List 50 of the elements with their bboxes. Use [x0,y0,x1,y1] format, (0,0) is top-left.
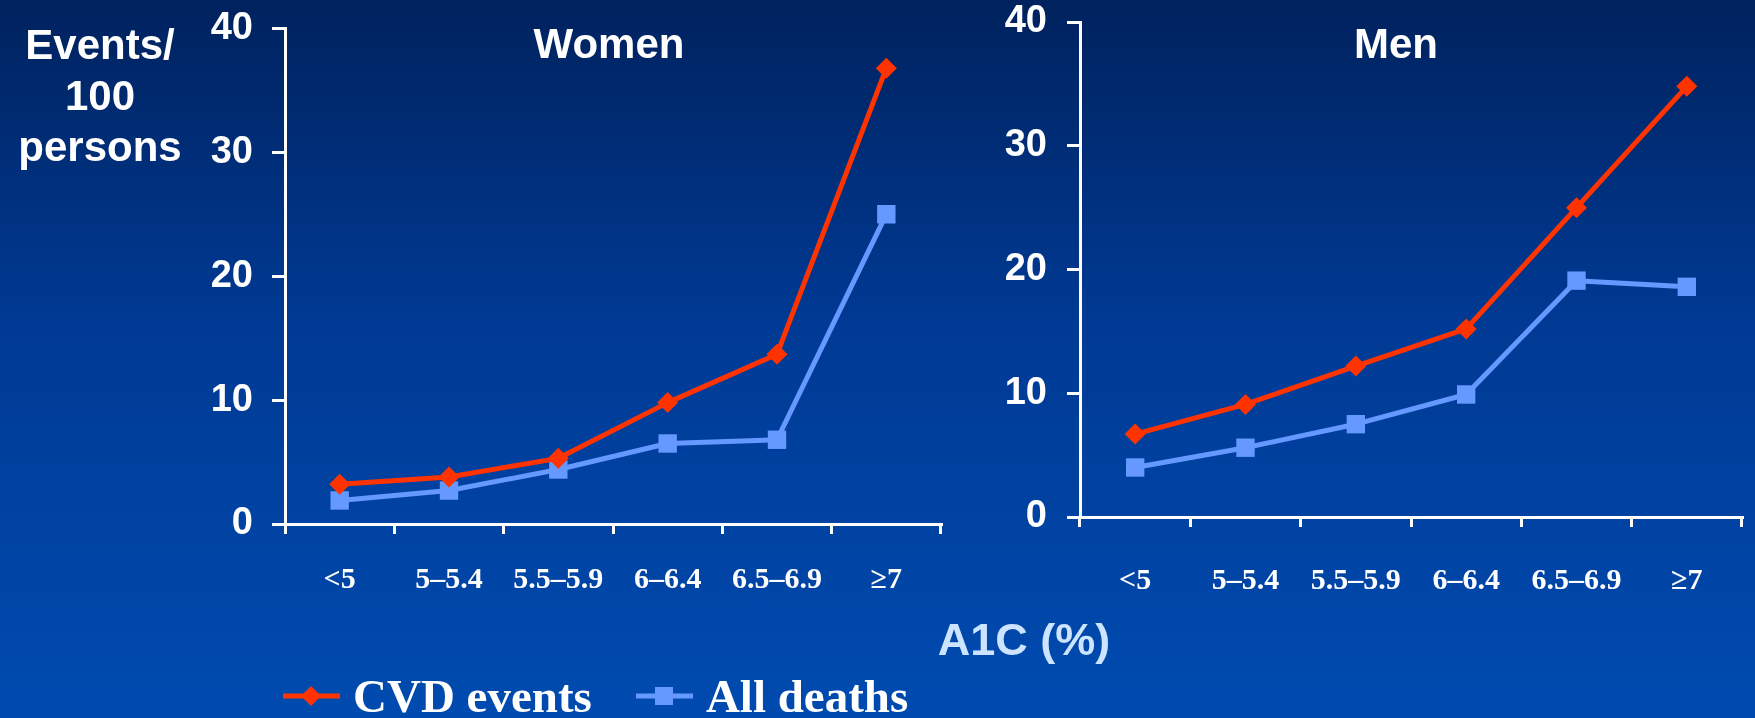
point [767,430,787,449]
legend-label: All deaths [705,670,909,718]
x-tick-label: 5.5–5.9 [513,560,604,594]
y-tick-label: 10 [210,376,253,419]
legend-label: CVD events [353,670,592,718]
x-tick-label: ≥7 [870,560,903,594]
point [1346,415,1366,434]
point [1676,75,1698,97]
x-tick-label: 5.5–5.9 [1310,561,1401,595]
point [658,434,677,453]
x-tick-label: <5 [323,560,356,594]
point [1124,423,1146,445]
point [438,466,460,488]
x-axis-title: A1C (%) [937,614,1111,666]
point [1677,277,1697,297]
point [1345,355,1367,377]
point [1456,385,1476,404]
chart-title: Women [533,20,685,68]
x-tick-label: <5 [1119,561,1152,595]
y-axis-title: Events/ 100 persons [17,20,183,172]
x-tick-label: 5–5.4 [415,560,483,594]
y-tick-label: 20 [210,252,253,295]
x-tick-label: 6–6.4 [633,560,702,594]
y-tick-label: 40 [210,4,253,47]
point [1567,271,1586,290]
chart-title: Men [1354,20,1438,68]
point [1236,438,1255,457]
point [657,392,679,414]
y-tick-label: 40 [1004,0,1047,41]
x-tick-label: 6.5–6.9 [1531,561,1622,595]
x-tick-label: 5–5.4 [1211,561,1280,595]
y-tick-label: 0 [231,500,253,543]
point [330,491,349,510]
y-tick-label: 30 [210,128,253,171]
x-tick-label: 6.5–6.9 [732,560,822,594]
point [877,205,896,224]
point [1455,318,1477,340]
y-tick-label: 10 [1004,369,1047,412]
x-tick-label: 6–6.4 [1432,561,1500,595]
y-tick-label: 0 [1025,493,1047,536]
x-tick-label: ≥7 [1671,561,1703,595]
point [1235,393,1256,415]
y-tick-label: 30 [1004,122,1047,165]
point [875,57,897,79]
point [1125,458,1145,477]
point [547,447,569,469]
point [766,343,788,365]
point [329,473,351,495]
y-tick-label: 20 [1004,245,1047,288]
point [1566,197,1587,219]
